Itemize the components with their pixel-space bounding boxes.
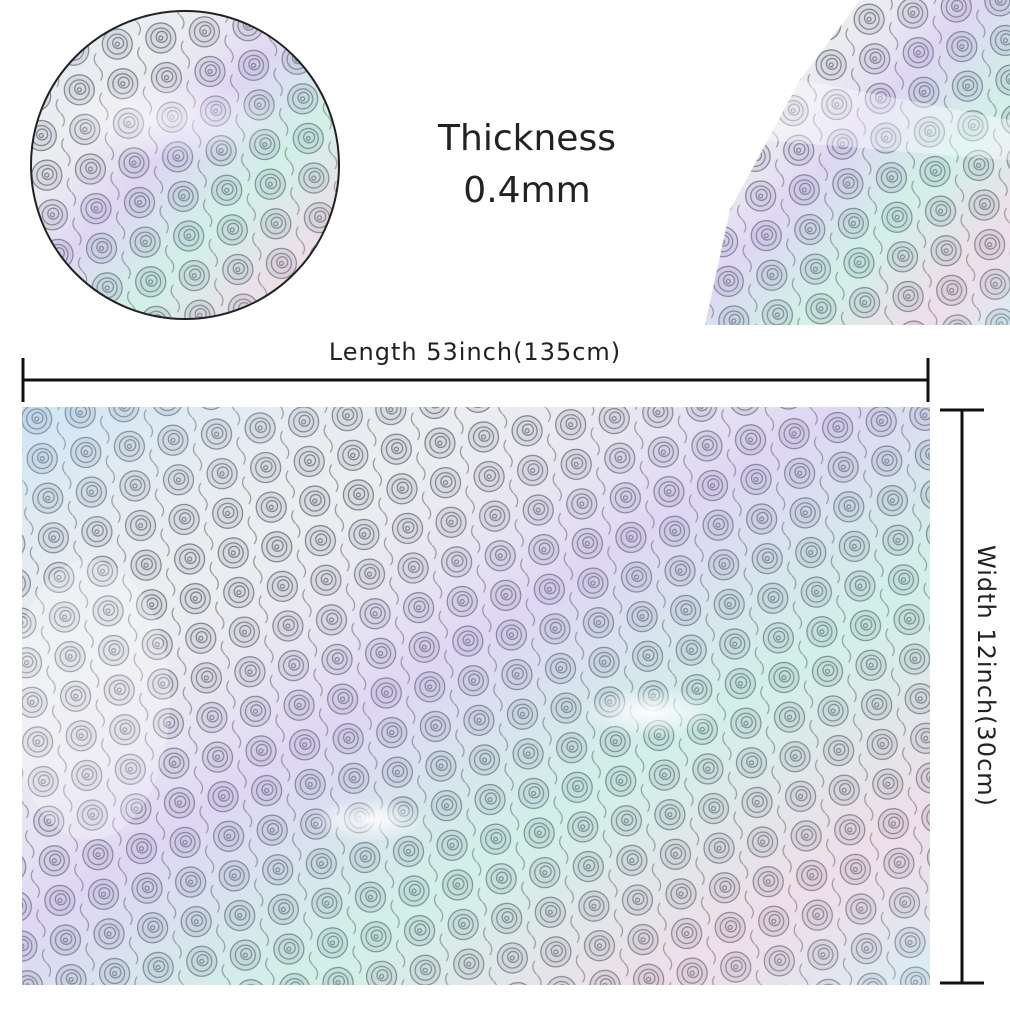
width-dimension-line bbox=[940, 408, 984, 985]
length-dimension-line bbox=[21, 358, 930, 402]
detail-circle bbox=[31, 11, 339, 319]
main-sheet bbox=[10, 407, 930, 985]
width-label: Width 12inch(30cm) bbox=[972, 545, 1000, 807]
folded-sheet bbox=[705, 0, 1010, 325]
thickness-label: Thickness bbox=[437, 118, 616, 159]
thickness-value: 0.4mm bbox=[463, 170, 590, 211]
length-label: Length 53inch(135cm) bbox=[329, 338, 621, 366]
detail-circle-border bbox=[30, 10, 340, 320]
